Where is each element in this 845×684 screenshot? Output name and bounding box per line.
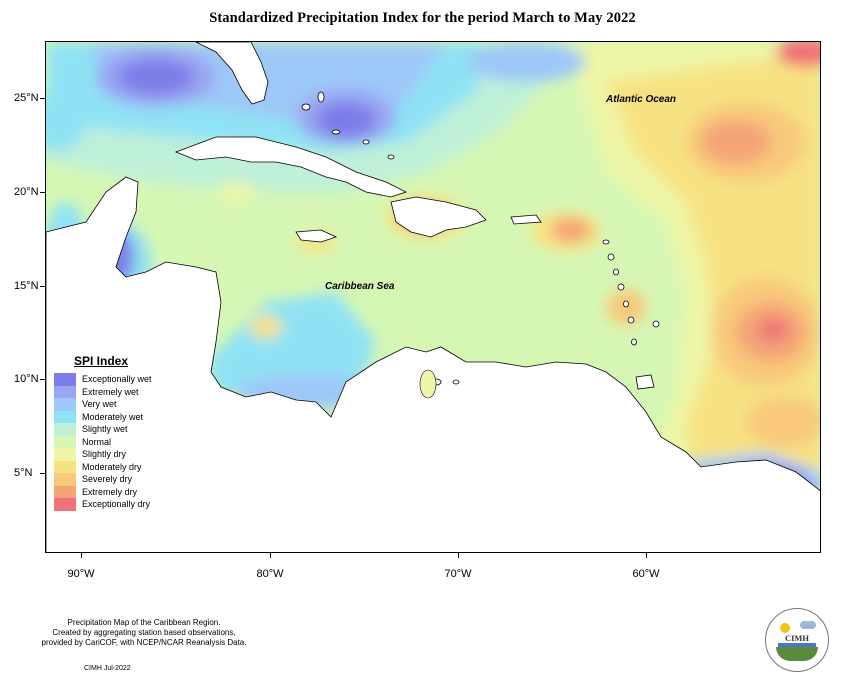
legend-swatch	[54, 373, 76, 386]
lon-tick	[458, 553, 459, 558]
lon-label-60w: 60°W	[632, 568, 660, 580]
lat-label-10n: 10°N	[14, 373, 39, 385]
legend-swatch	[54, 485, 76, 498]
legend-item: Normal	[54, 435, 174, 448]
hispaniola-land	[390, 196, 487, 238]
lat-label-5n: 5°N	[14, 467, 33, 479]
lon-tick	[270, 553, 271, 558]
legend-item: Slightly wet	[54, 423, 174, 436]
florida-land	[195, 42, 269, 105]
lon-label-70w: 70°W	[444, 568, 472, 580]
land-icon	[776, 647, 818, 661]
legend-swatch	[54, 498, 76, 511]
map-title: Standardized Precipitation Index for the…	[209, 10, 636, 26]
lon-label-80w: 80°W	[256, 568, 284, 580]
lat-tick	[40, 98, 45, 99]
lon-label-90w: 90°W	[67, 568, 95, 580]
lat-tick	[40, 286, 45, 287]
spi-map	[46, 42, 820, 552]
legend-rows: Exceptionally wet Extremely wet Very wet Mo…	[54, 373, 174, 511]
legend-item: Severely dry	[54, 473, 174, 486]
legend-swatch	[54, 410, 76, 423]
footer-line: Precipitation Map of the Caribbean Regio…	[67, 618, 221, 627]
legend-item: Exceptionally wet	[54, 373, 174, 386]
lon-tick	[646, 553, 647, 558]
legend-label: Slightly dry	[82, 449, 127, 460]
footer-line: Created by aggregating station based obs…	[52, 628, 236, 637]
legend-label: Slightly wet	[82, 424, 128, 435]
legend-label: Very wet	[82, 399, 117, 410]
lat-label-25n: 25°N	[14, 92, 39, 104]
legend-label: Normal	[82, 436, 112, 447]
puerto-rico-land	[510, 214, 542, 225]
legend-swatch	[54, 423, 76, 436]
legend-swatch	[54, 473, 76, 486]
legend-item: Extremely dry	[54, 485, 174, 498]
logo-text: CIMH	[784, 633, 810, 643]
legend-label: Exceptionally wet	[82, 374, 152, 385]
lat-label-20n: 20°N	[14, 186, 39, 198]
legend-swatch	[54, 385, 76, 398]
map-frame	[45, 41, 821, 553]
lat-tick	[40, 473, 45, 474]
legend-item: Slightly dry	[54, 448, 174, 461]
cloud-icon	[800, 621, 816, 629]
footer-notes: Precipitation Map of the Caribbean Regio…	[14, 618, 274, 648]
legend-label: Moderately wet	[82, 411, 144, 422]
footer-credit: CIMH Jul-2022	[84, 665, 131, 672]
mainland	[46, 176, 820, 552]
footer-line: provided by CariCOF, with NCEP/NCAR Rean…	[41, 638, 247, 647]
caribbean-sea-label: Caribbean Sea	[325, 281, 395, 292]
wave-icon	[778, 643, 816, 647]
jamaica-land	[295, 229, 338, 243]
legend-swatch	[54, 435, 76, 448]
legend-title: SPI Index	[74, 354, 129, 368]
atlantic-ocean-label: Atlantic Ocean	[606, 94, 677, 105]
legend-swatch	[54, 448, 76, 461]
legend-label: Extremely wet	[82, 386, 139, 397]
lat-tick	[40, 192, 45, 193]
legend-label: Moderately dry	[82, 461, 142, 472]
spi-legend: SPI Index Exceptionally wet Extremely wet…	[54, 354, 174, 511]
lon-tick	[81, 553, 82, 558]
legend-item: Extremely wet	[54, 385, 174, 398]
sun-icon	[780, 623, 790, 633]
legend-swatch	[54, 460, 76, 473]
cimh-logo: CIMH	[765, 608, 829, 672]
legend-item: Moderately dry	[54, 460, 174, 473]
legend-item: Very wet	[54, 398, 174, 411]
legend-item: Moderately wet	[54, 410, 174, 423]
trinidad-land	[635, 374, 655, 390]
legend-swatch	[54, 398, 76, 411]
legend-label: Extremely dry	[82, 486, 138, 497]
cuba-land	[174, 136, 408, 198]
lat-label-15n: 15°N	[14, 280, 39, 292]
legend-label: Severely dry	[82, 474, 133, 485]
legend-label: Exceptionally dry	[82, 499, 151, 510]
legend-item: Exceptionally dry	[54, 498, 174, 511]
lat-tick	[40, 379, 45, 380]
